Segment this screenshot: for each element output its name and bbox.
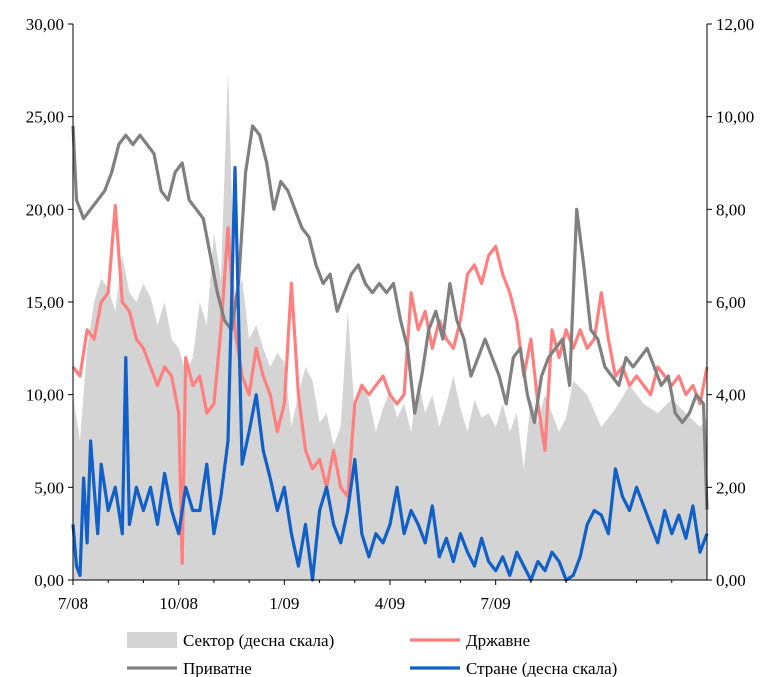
tick-layer: 0,00 5,00 10,00 15,00 20,00 25,00 30,00 0,00 2,0… [26, 15, 755, 613]
right-tick-label: 12,00 [716, 15, 754, 34]
legend-item-3: Стране (десна скала) [410, 659, 617, 677]
x-tick-label: 7/08 [58, 594, 88, 613]
legend-item-1: Државне [410, 631, 530, 650]
legend-item-2: Приватне [127, 659, 252, 677]
x-tick-label: 1/09 [269, 594, 299, 613]
left-tick-label: 25,00 [26, 108, 64, 127]
legend: Сектор (десна скала) Државне Приватне Стран… [127, 631, 617, 677]
right-tick-label: 0,00 [716, 571, 746, 590]
right-tick-label: 10,00 [716, 108, 754, 127]
series-line-private [71, 124, 709, 510]
right-tick-label: 8,00 [716, 200, 746, 219]
series-line-state [71, 204, 709, 565]
right-tick-label: 2,00 [716, 478, 746, 497]
left-tick-label: 20,00 [26, 200, 64, 219]
x-tick-label: 7/09 [481, 594, 511, 613]
left-tick-label: 10,00 [26, 386, 64, 405]
legend-item-0: Сектор (десна скала) [127, 631, 334, 650]
left-tick-label: 15,00 [26, 293, 64, 312]
left-tick-label: 30,00 [26, 15, 64, 34]
legend-label: Приватне [183, 659, 252, 677]
legend-swatch-area [127, 632, 177, 648]
right-tick-label: 6,00 [716, 293, 746, 312]
x-tick-label: 4/09 [375, 594, 405, 613]
lines-layer [71, 124, 709, 582]
legend-label: Сектор (десна скала) [183, 631, 334, 650]
legend-label: Државне [466, 631, 530, 650]
series-area-sector [73, 70, 707, 581]
legend-label: Стране (десна скала) [466, 659, 617, 677]
x-tick-label: 10/08 [159, 594, 198, 613]
left-tick-label: 5,00 [34, 478, 64, 497]
right-tick-label: 4,00 [716, 386, 746, 405]
left-tick-label: 0,00 [34, 571, 64, 590]
sector-area-layer [73, 70, 707, 581]
series-line-foreign [71, 166, 709, 582]
